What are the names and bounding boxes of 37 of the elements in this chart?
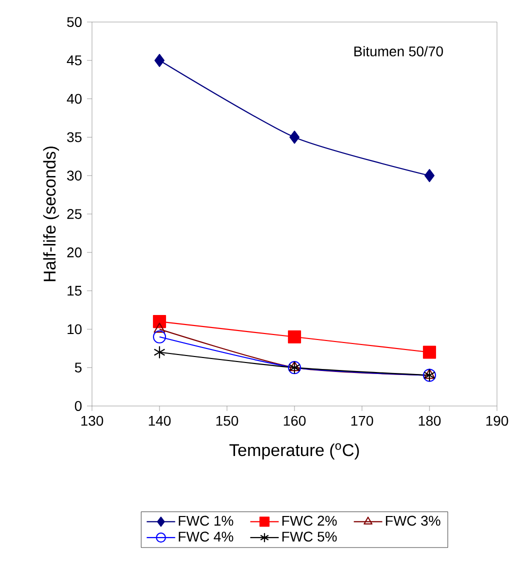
- point: [154, 322, 166, 333]
- x-tick-label: 150: [216, 416, 238, 426]
- y-tick-label: 15: [68, 286, 82, 296]
- x-tick-label: 170: [351, 416, 374, 426]
- x-axis-title: Temperature ($^{o}$C): [229, 443, 359, 460]
- point: [424, 368, 436, 379]
- legend-label: FWC 4%: [178, 532, 234, 542]
- point: [154, 346, 166, 359]
- y-tick-label: 0: [74, 401, 82, 411]
- y-tick-label: 25: [67, 209, 82, 219]
- point: [154, 54, 165, 67]
- legend-label: FWC 5%: [282, 532, 337, 542]
- point: [289, 130, 300, 144]
- y-tick-label: 35: [67, 132, 82, 142]
- y-tick-label: 5: [74, 362, 82, 372]
- y-tick-label: 45: [66, 56, 82, 66]
- point: [152, 314, 166, 328]
- x-tick-label: 160: [284, 416, 306, 426]
- y-tick-label: 10: [68, 324, 82, 334]
- x-tick-label: 140: [148, 416, 171, 426]
- legend-label: FWC 1%: [178, 516, 234, 526]
- point: [288, 330, 302, 344]
- y-axis-title: Half-life (seconds): [43, 146, 60, 282]
- point: [422, 346, 436, 359]
- point: [424, 169, 435, 182]
- x-tick-label: 180: [418, 416, 441, 426]
- y-tick-label: 50: [67, 17, 82, 27]
- point: [152, 330, 166, 344]
- legend-label: FWC 2%: [282, 516, 337, 526]
- y-tick-label: 40: [66, 94, 82, 104]
- legend-label: FWC 3%: [386, 516, 440, 526]
- y-tick-label: 20: [67, 247, 82, 258]
- annotation: Bitumen 50/70: [354, 46, 443, 56]
- y-tick-label: 30: [67, 170, 82, 181]
- x-tick-label: 190: [486, 416, 508, 426]
- x-tick-label: 130: [81, 416, 104, 426]
- point: [288, 361, 300, 372]
